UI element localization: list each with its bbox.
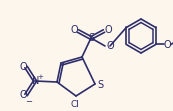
Text: O: O bbox=[19, 62, 27, 72]
Text: O: O bbox=[70, 25, 78, 35]
Text: O: O bbox=[106, 41, 114, 51]
Text: +: + bbox=[38, 73, 43, 79]
Text: Cl: Cl bbox=[71, 99, 79, 108]
Text: O: O bbox=[19, 90, 27, 100]
Text: S: S bbox=[97, 80, 103, 90]
Text: N: N bbox=[32, 76, 40, 86]
Text: −: − bbox=[25, 97, 33, 106]
Text: O: O bbox=[164, 40, 172, 50]
Text: O: O bbox=[104, 25, 112, 35]
Text: S: S bbox=[88, 33, 94, 43]
